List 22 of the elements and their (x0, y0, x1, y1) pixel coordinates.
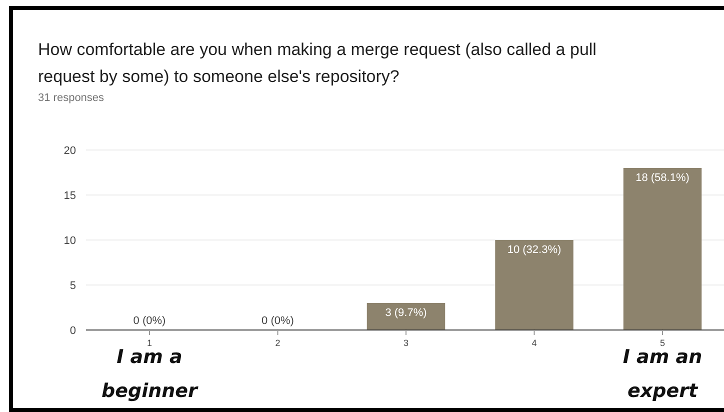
x-tick-label: 2 (275, 338, 280, 348)
x-tick-label: 1 (146, 338, 152, 348)
data-label: 3 (9.7%) (385, 307, 427, 319)
x-tick-label: 5 (660, 338, 666, 348)
bar (366, 303, 446, 330)
y-tick-label: 10 (64, 234, 76, 247)
text: I am a beginner (102, 346, 200, 402)
data-label: 10 (32.3%) (507, 244, 562, 256)
x-tick-label: 3 (403, 338, 409, 348)
data-label: 0 (0%) (133, 315, 166, 327)
y-tick-label: 15 (64, 190, 76, 202)
data-label: 18 (58.1%) (636, 172, 690, 184)
data-label: 0 (0%) (262, 315, 294, 327)
y-tick-label: 20 (64, 144, 76, 157)
chart-subtitle: 31 responses (38, 92, 105, 104)
x-tick-label: 4 (532, 338, 537, 348)
bar (623, 168, 702, 330)
bar (495, 240, 574, 330)
y-tick-label: 0 (70, 324, 76, 337)
text: I am an expert (622, 346, 702, 402)
chart-title: How comfortable are you when making a merge request (also called a pull request by some) to someone else's repository? (38, 40, 596, 86)
y-tick-label: 5 (70, 280, 76, 292)
